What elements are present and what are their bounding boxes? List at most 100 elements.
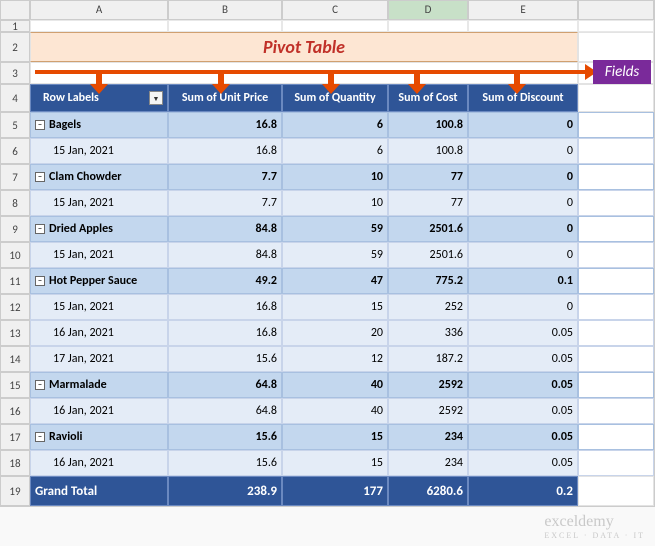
row-header-3[interactable]: 3: [0, 62, 30, 84]
cell[interactable]: 0: [468, 242, 578, 268]
cell[interactable]: 0: [468, 138, 578, 164]
grand-total-label[interactable]: Grand Total: [30, 476, 168, 506]
row-header-15[interactable]: 15: [0, 372, 30, 398]
col-header-blank[interactable]: [578, 0, 654, 20]
cell[interactable]: 0: [468, 164, 578, 190]
select-all-corner[interactable]: [0, 0, 30, 20]
cell[interactable]: 252: [388, 294, 468, 320]
cell[interactable]: 64.8: [168, 372, 282, 398]
cell[interactable]: 47: [282, 268, 388, 294]
cell[interactable]: 49.2: [168, 268, 282, 294]
cell[interactable]: 0.05: [468, 398, 578, 424]
filter-dropdown-icon[interactable]: ▼: [149, 91, 163, 105]
cell[interactable]: 7.7: [168, 164, 282, 190]
cell[interactable]: 6: [282, 112, 388, 138]
cell[interactable]: 59: [282, 242, 388, 268]
row-header-13[interactable]: 13: [0, 320, 30, 346]
cell[interactable]: 2592: [388, 372, 468, 398]
cell[interactable]: 177: [282, 476, 388, 506]
cell[interactable]: 40: [282, 372, 388, 398]
cell[interactable]: 7.7: [168, 190, 282, 216]
cell[interactable]: 84.8: [168, 216, 282, 242]
sub-label[interactable]: 15 Jan, 2021: [30, 138, 168, 164]
cell[interactable]: 2592: [388, 398, 468, 424]
cell[interactable]: 6: [282, 138, 388, 164]
cell[interactable]: 64.8: [168, 398, 282, 424]
row-header-8[interactable]: 8: [0, 190, 30, 216]
cell[interactable]: 0: [468, 294, 578, 320]
col-header-d[interactable]: D: [388, 0, 468, 20]
row-header-6[interactable]: 6: [0, 138, 30, 164]
row-header-19[interactable]: 19: [0, 476, 30, 506]
cell[interactable]: 0.05: [468, 346, 578, 372]
group-label[interactable]: −Hot Pepper Sauce: [30, 268, 168, 294]
cell[interactable]: 234: [388, 424, 468, 450]
cell[interactable]: 15.6: [168, 424, 282, 450]
sub-label[interactable]: 16 Jan, 2021: [30, 398, 168, 424]
group-label[interactable]: −Clam Chowder: [30, 164, 168, 190]
cell[interactable]: 0.05: [468, 450, 578, 476]
group-label[interactable]: −Marmalade: [30, 372, 168, 398]
row-header-2[interactable]: 2: [0, 32, 30, 62]
collapse-icon[interactable]: −: [35, 276, 45, 286]
cell[interactable]: 10: [282, 164, 388, 190]
row-header-14[interactable]: 14: [0, 346, 30, 372]
sub-label[interactable]: 16 Jan, 2021: [30, 450, 168, 476]
cell[interactable]: 15: [282, 294, 388, 320]
col-header-e[interactable]: E: [468, 0, 578, 20]
row-header-9[interactable]: 9: [0, 216, 30, 242]
row-header-1[interactable]: 1: [0, 20, 30, 32]
cell[interactable]: 100.8: [388, 112, 468, 138]
cell[interactable]: 16.8: [168, 320, 282, 346]
group-label[interactable]: −Dried Apples: [30, 216, 168, 242]
header-cost[interactable]: Sum of Cost: [388, 84, 468, 112]
cell[interactable]: 6280.6: [388, 476, 468, 506]
cell[interactable]: 84.8: [168, 242, 282, 268]
cell[interactable]: 775.2: [388, 268, 468, 294]
cell[interactable]: 40: [282, 398, 388, 424]
sub-label[interactable]: 15 Jan, 2021: [30, 190, 168, 216]
row-header-5[interactable]: 5: [0, 112, 30, 138]
cell[interactable]: 10: [282, 190, 388, 216]
cell[interactable]: 2501.6: [388, 216, 468, 242]
cell[interactable]: 0: [468, 112, 578, 138]
collapse-icon[interactable]: −: [35, 172, 45, 182]
cell[interactable]: 77: [388, 164, 468, 190]
cell[interactable]: 16.8: [168, 294, 282, 320]
row-header-7[interactable]: 7: [0, 164, 30, 190]
cell[interactable]: 16.8: [168, 112, 282, 138]
cell[interactable]: 77: [388, 190, 468, 216]
cell[interactable]: 234: [388, 450, 468, 476]
cell[interactable]: 0.05: [468, 372, 578, 398]
cell[interactable]: 12: [282, 346, 388, 372]
row-header-11[interactable]: 11: [0, 268, 30, 294]
cell[interactable]: 15.6: [168, 346, 282, 372]
cell[interactable]: 15.6: [168, 450, 282, 476]
cell[interactable]: 59: [282, 216, 388, 242]
col-header-a[interactable]: A: [30, 0, 168, 20]
cell[interactable]: 336: [388, 320, 468, 346]
cell[interactable]: 16.8: [168, 138, 282, 164]
cell[interactable]: 0.05: [468, 424, 578, 450]
row-header-4[interactable]: 4: [0, 84, 30, 112]
collapse-icon[interactable]: −: [35, 432, 45, 442]
cell[interactable]: 100.8: [388, 138, 468, 164]
collapse-icon[interactable]: −: [35, 120, 45, 130]
cell[interactable]: 0: [468, 190, 578, 216]
row-header-12[interactable]: 12: [0, 294, 30, 320]
cell[interactable]: 20: [282, 320, 388, 346]
row-header-17[interactable]: 17: [0, 424, 30, 450]
sub-label[interactable]: 16 Jan, 2021: [30, 320, 168, 346]
group-label[interactable]: −Ravioli: [30, 424, 168, 450]
col-header-b[interactable]: B: [168, 0, 282, 20]
cell[interactable]: 0.2: [468, 476, 578, 506]
cell[interactable]: 2501.6: [388, 242, 468, 268]
row-header-16[interactable]: 16: [0, 398, 30, 424]
row-header-18[interactable]: 18: [0, 450, 30, 476]
cell[interactable]: 0.05: [468, 320, 578, 346]
group-label[interactable]: −Bagels: [30, 112, 168, 138]
sub-label[interactable]: 17 Jan, 2021: [30, 346, 168, 372]
cell[interactable]: 0.1: [468, 268, 578, 294]
row-header-10[interactable]: 10: [0, 242, 30, 268]
cell[interactable]: 238.9: [168, 476, 282, 506]
